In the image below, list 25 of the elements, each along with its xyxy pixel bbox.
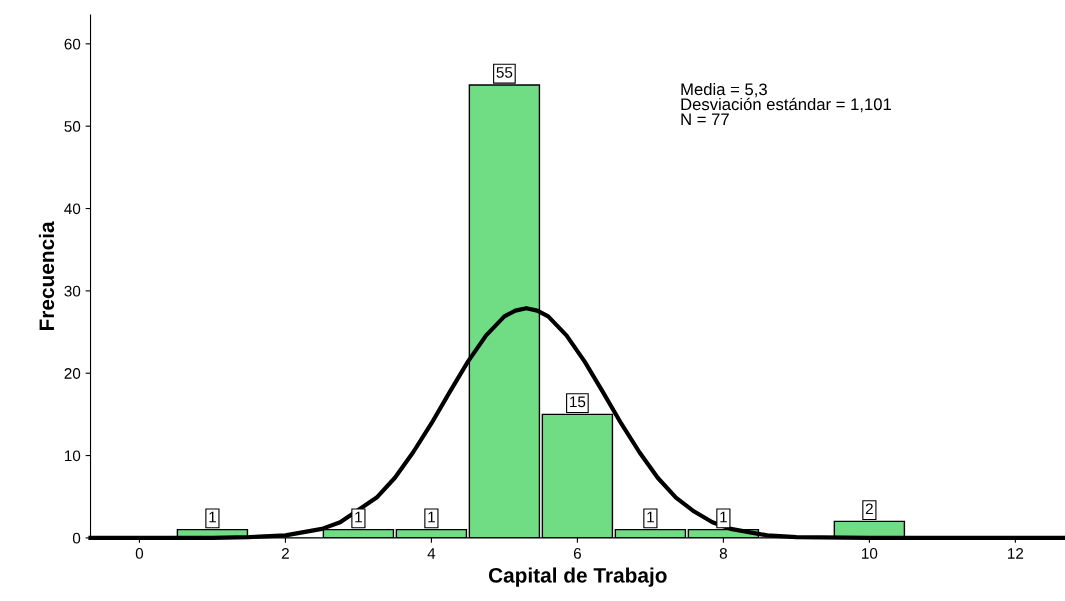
x-tick-label: 6	[573, 548, 581, 559]
data-label: 2	[865, 503, 873, 515]
y-axis-title: Frecuencia	[38, 221, 55, 331]
data-label: 1	[355, 511, 362, 523]
y-tick-label: 0	[72, 532, 81, 544]
data-label: 1	[428, 511, 435, 523]
data-label: 1	[209, 511, 216, 523]
y-tick-label: 60	[64, 38, 81, 50]
x-tick-label: 0	[135, 548, 144, 559]
x-tick-label: 8	[719, 548, 727, 559]
y-tick-label: 20	[64, 368, 81, 379]
y-tick-label: 40	[64, 203, 81, 215]
data-label: 55	[496, 67, 513, 78]
data-label: 1	[720, 511, 727, 523]
y-tick-label: 30	[64, 285, 81, 297]
data-label: 1	[647, 511, 654, 523]
x-tick-label: 12	[1008, 548, 1024, 559]
x-tick-label: 2	[281, 548, 289, 559]
x-axis-title: Capital de Trabajo	[488, 567, 667, 587]
x-tick-label: 10	[862, 548, 878, 559]
data-label: 15	[570, 396, 586, 408]
y-tick-label: 50	[64, 121, 81, 132]
annotation: Media = 5,3 Desviación estándar = 1,101 N = 77	[681, 83, 891, 125]
y-tick-label: 10	[64, 450, 81, 462]
x-tick-label: 4	[427, 548, 436, 559]
